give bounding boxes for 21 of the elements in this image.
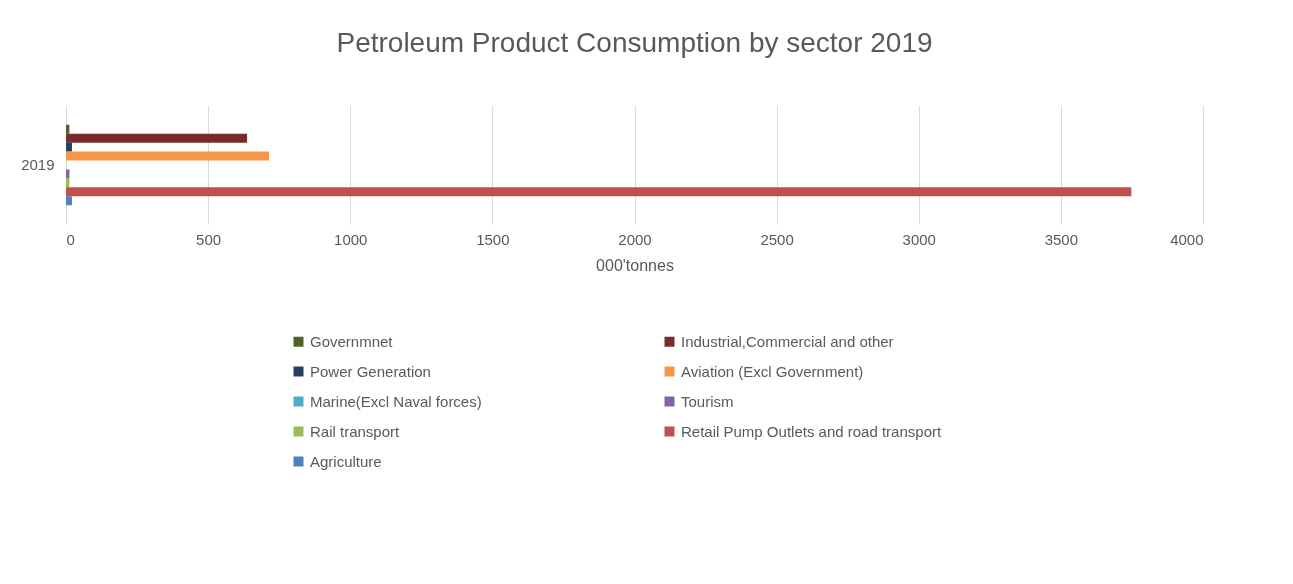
legend-label: Power Generation <box>310 362 431 380</box>
legend-label: Governmnet <box>310 332 394 350</box>
y-tick-label: 2019 <box>21 156 55 173</box>
legend-label: Aviation (Excl Government) <box>681 362 864 380</box>
legend-label: Rail transport <box>310 422 401 440</box>
x-tick-label: 3000 <box>902 230 936 248</box>
x-tick-label: 500 <box>196 230 222 248</box>
x-tick-label: 0 <box>66 230 75 248</box>
x-axis-title: 000'tonnes <box>596 256 674 274</box>
legend-label: Retail Pump Outlets and road transport <box>681 422 942 440</box>
legend-label: Industrial,Commercial and other <box>681 332 894 350</box>
x-tick-label: 2500 <box>760 230 794 248</box>
x-tick-label: 3500 <box>1044 230 1079 248</box>
x-tick-label: 1500 <box>476 230 510 248</box>
x-tick-label: 2000 <box>618 230 652 248</box>
legend-label: Tourism <box>681 392 734 410</box>
x-tick-label: 1000 <box>334 230 368 248</box>
x-tick-label: 4000 <box>1170 230 1204 248</box>
legend-label: Agriculture <box>310 452 382 470</box>
legend-label: Marine(Excl Naval forces) <box>310 392 482 410</box>
chart-title: Petroleum Product Consumption by sector 2019 <box>336 27 933 58</box>
